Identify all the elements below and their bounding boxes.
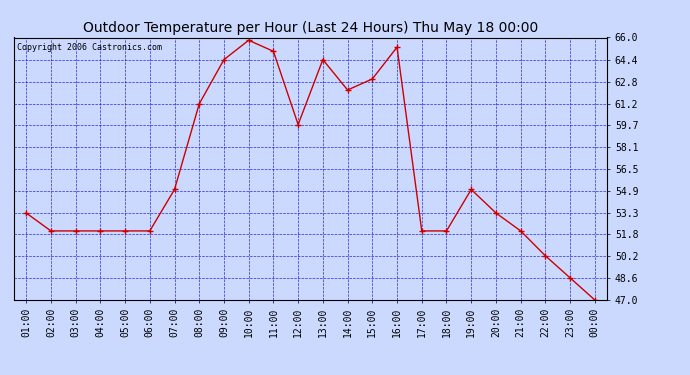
Text: Copyright 2006 Castronics.com: Copyright 2006 Castronics.com [17,43,161,52]
Title: Outdoor Temperature per Hour (Last 24 Hours) Thu May 18 00:00: Outdoor Temperature per Hour (Last 24 Ho… [83,21,538,35]
